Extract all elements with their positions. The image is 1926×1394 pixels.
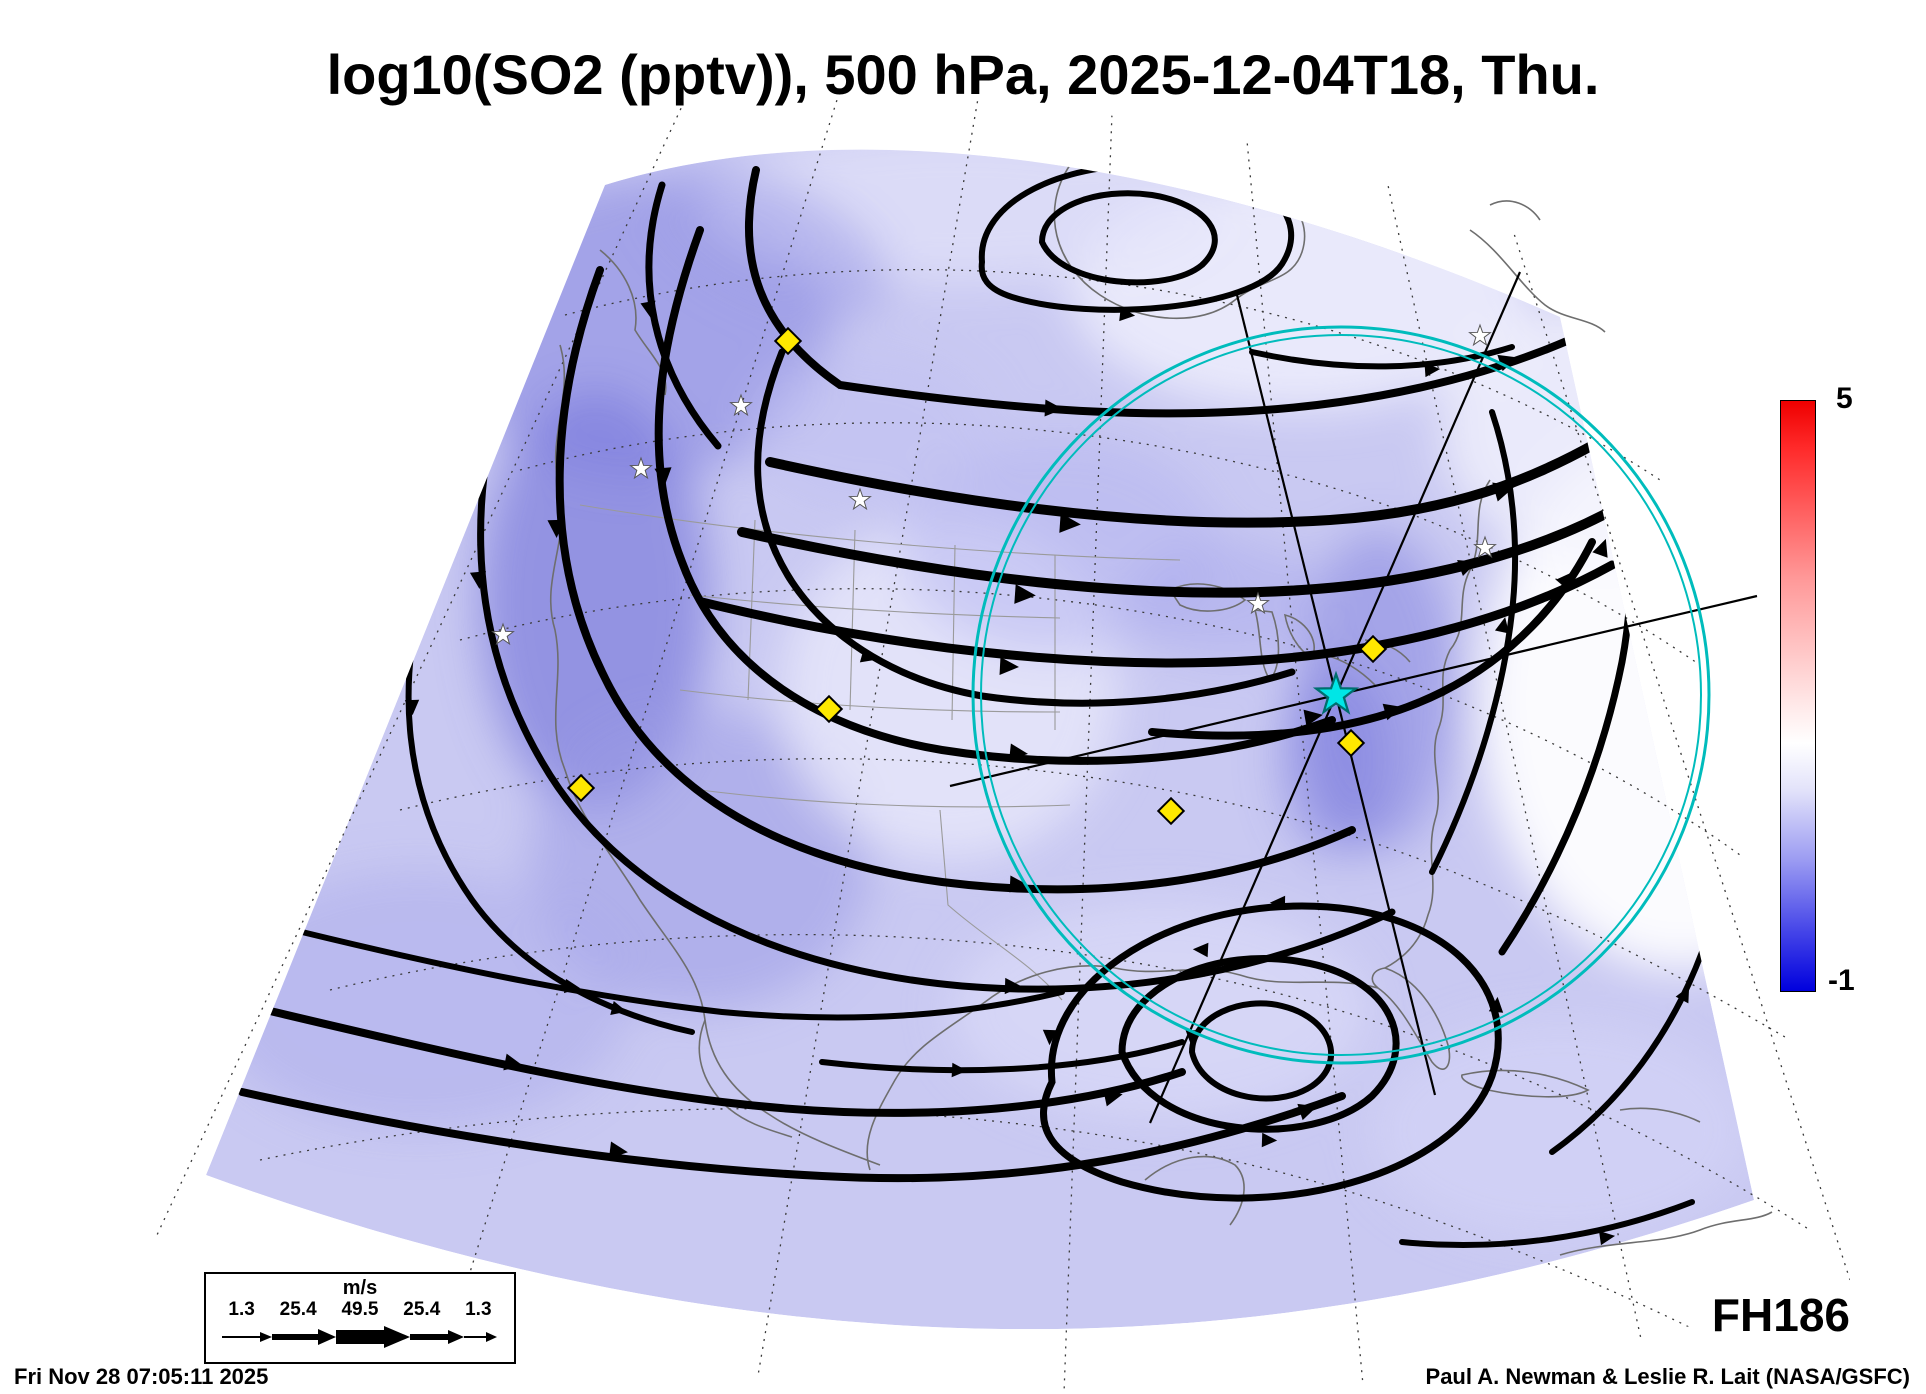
yellow-diamond-marker bbox=[773, 326, 803, 356]
streamline-layer bbox=[228, 154, 1705, 1249]
timestamp: Fri Nov 28 07:05:11 2025 bbox=[14, 1364, 269, 1389]
wind-speed-value: 25.4 bbox=[403, 1299, 441, 1320]
forecast-hour-label: FH186 bbox=[1711, 1289, 1850, 1341]
colorbar bbox=[1780, 400, 1816, 992]
wind-legend-values: 1.3 25.4 49.5 25.4 1.3 bbox=[206, 1300, 514, 1320]
diamond-markers bbox=[566, 326, 1388, 826]
yellow-diamond-marker bbox=[1358, 634, 1388, 664]
wind-speed-legend: m/s 1.3 25.4 49.5 25.4 1.3 bbox=[204, 1272, 516, 1364]
colorbar-max-label: 5 bbox=[1836, 382, 1853, 415]
range-circle bbox=[971, 325, 1711, 1065]
wind-speed-value: 49.5 bbox=[341, 1299, 379, 1320]
wind-speed-value: 1.3 bbox=[465, 1299, 492, 1320]
plot-title: log10(SO2 (pptv)), 500 hPa, 2025-12-04T1… bbox=[326, 43, 1600, 106]
wind-barb-scale bbox=[222, 1326, 497, 1348]
credit: Paul A. Newman & Leslie R. Lait (NASA/GS… bbox=[1425, 1364, 1910, 1389]
yellow-diamond-marker bbox=[814, 694, 844, 724]
wind-speed-value: 1.3 bbox=[228, 1299, 255, 1320]
wind-speed-value: 25.4 bbox=[279, 1299, 317, 1320]
yellow-diamond-marker bbox=[566, 773, 596, 803]
yellow-diamond-marker bbox=[1336, 728, 1366, 758]
wind-legend-units: m/s bbox=[342, 1277, 378, 1299]
yellow-diamond-marker bbox=[1156, 796, 1186, 826]
coastline-outside-layer bbox=[1469, 200, 1773, 1256]
colorbar-min-label: -1 bbox=[1828, 964, 1855, 997]
